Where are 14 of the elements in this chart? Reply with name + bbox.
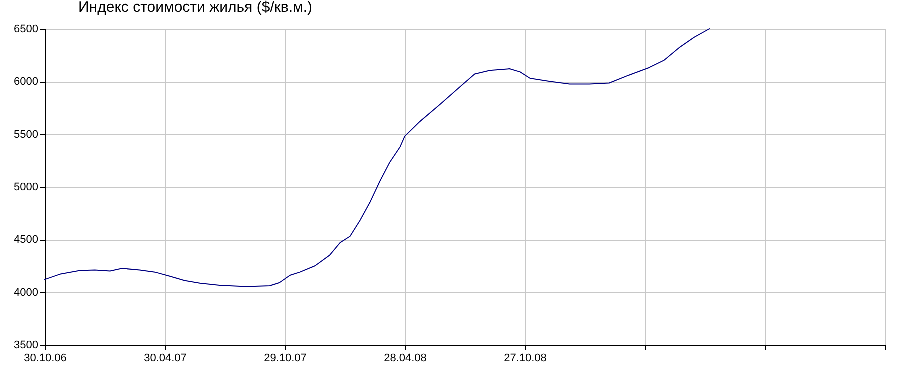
y-tick-label: 5500 [14,128,38,141]
y-tick-label: 5000 [14,182,38,194]
chart-title: Индекс стоимости жилья ($/кв.м.) [78,0,313,16]
x-tick-label: 29.10.07 [264,352,307,364]
y-tick-label: 4500 [14,234,38,246]
y-tick-label: 6000 [14,76,38,88]
line-series [44,28,710,288]
x-tick-label: 30.10.06 [24,352,67,364]
x-tick-label: 27.10.08 [504,352,547,364]
y-tick-label: 4000 [14,286,38,299]
x-tick-label: 30.04.07 [144,352,187,364]
x-tick-label: 28.04.08 [384,352,427,364]
y-tick-label: 6500 [14,24,38,36]
y-tick-label: 3500 [14,340,38,352]
